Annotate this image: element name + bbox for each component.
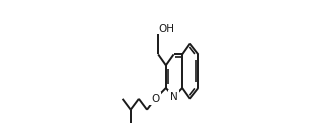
Text: N: N <box>170 92 177 102</box>
Text: O: O <box>151 94 159 104</box>
Text: OH: OH <box>159 24 175 34</box>
